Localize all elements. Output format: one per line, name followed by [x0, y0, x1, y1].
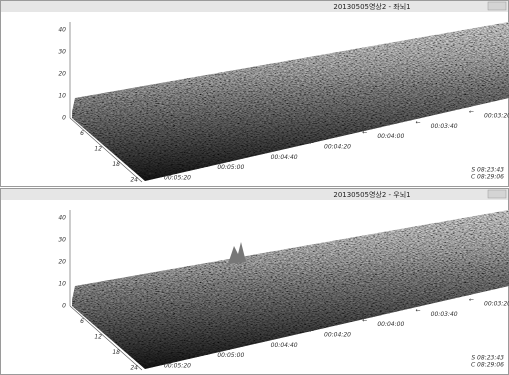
window-control[interactable] [488, 190, 506, 198]
graph-window: 20130505영상2 - 우뇌1 40 30 20 10 0 6 12 18 24 ← 00:05:… [1, 189, 509, 375]
time-tick-arrow: ← [256, 150, 261, 157]
time-tick-label: 00:05:20 [164, 363, 191, 370]
time-tick-arrow: ← [202, 348, 207, 355]
status-text: C 08:29:06 [471, 362, 504, 369]
z-tick-label: 20 [58, 71, 66, 78]
window-control[interactable] [488, 2, 506, 10]
depth-tick-label: 6 [80, 130, 84, 137]
time-tick-arrow: ← [362, 129, 367, 136]
time-tick-label: 00:04:00 [377, 133, 404, 140]
time-tick-label: 00:03:40 [431, 123, 458, 130]
time-tick-arrow: ← [256, 338, 261, 345]
time-tick-arrow: ← [362, 317, 367, 324]
time-tick-label: 00:04:00 [377, 321, 404, 328]
time-tick-label: 00:03:20 [484, 301, 509, 308]
depth-tick-label: 24 [130, 365, 138, 372]
depth-tick-label: 24 [130, 177, 138, 184]
time-tick-arrow: ← [469, 109, 474, 116]
graph-window: 20130505영상2 - 좌뇌1 40 30 20 10 0 6 12 18 24 ← 00:05:… [1, 1, 509, 187]
time-tick-arrow: ← [202, 160, 207, 167]
time-tick-arrow: ← [309, 140, 314, 147]
status-text: S 08:23:43 [471, 355, 504, 362]
page: 20130505영상2 - 좌뇌1 40 30 20 10 0 6 12 18 24 ← 00:05:… [0, 0, 509, 375]
z-tick-label: 20 [58, 259, 66, 266]
time-tick-label: 00:05:00 [217, 352, 244, 359]
time-tick-label: 00:04:40 [271, 342, 298, 349]
status-text: C 08:29:06 [471, 174, 504, 181]
z-tick-label: 0 [62, 303, 66, 310]
screen: 20130505영상2 - 좌뇌1 40 30 20 10 0 6 12 18 24 ← 00:05:… [0, 0, 509, 375]
depth-tick-label: 6 [80, 318, 84, 325]
depth-tick-label: 18 [112, 161, 120, 168]
status-text: S 08:23:43 [471, 167, 504, 174]
title-bar [1, 189, 508, 200]
depth-tick-label: 18 [112, 349, 120, 356]
time-tick-label: 00:04:20 [324, 144, 351, 151]
z-tick-label: 40 [58, 27, 66, 34]
time-tick-label: 00:04:40 [271, 154, 298, 161]
time-tick-label: 00:03:20 [484, 113, 509, 120]
z-tick-label: 30 [58, 237, 66, 244]
time-tick-label: 00:03:40 [431, 311, 458, 318]
time-tick-arrow: ← [416, 307, 421, 314]
time-tick-arrow: ← [416, 119, 421, 126]
time-tick-arrow: ← [149, 359, 154, 366]
depth-tick-label: 12 [94, 146, 102, 153]
time-tick-arrow: ← [149, 171, 154, 178]
time-tick-label: 00:05:00 [217, 164, 244, 171]
window-title: 20130505영상2 - 우뇌1 [333, 190, 410, 199]
time-tick-arrow: ← [469, 297, 474, 304]
depth-tick-label: 12 [94, 334, 102, 341]
time-tick-arrow: ← [309, 328, 314, 335]
z-tick-label: 10 [58, 93, 66, 100]
title-bar [1, 1, 508, 12]
time-tick-label: 00:04:20 [324, 332, 351, 339]
z-tick-label: 40 [58, 215, 66, 222]
z-tick-label: 30 [58, 49, 66, 56]
window-title: 20130505영상2 - 좌뇌1 [333, 2, 410, 11]
z-tick-label: 0 [62, 115, 66, 122]
time-tick-label: 00:05:20 [164, 175, 191, 182]
z-tick-label: 10 [58, 281, 66, 288]
